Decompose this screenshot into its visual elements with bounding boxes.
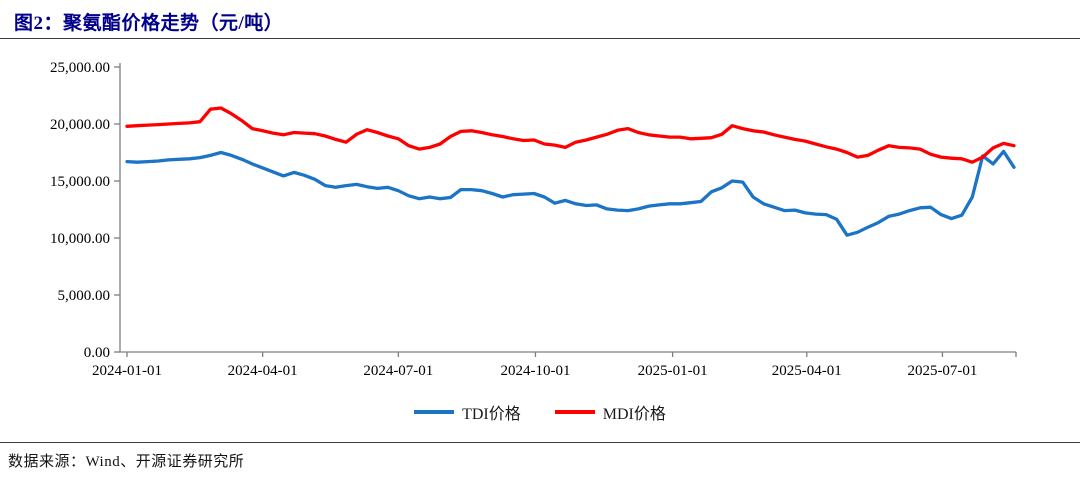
x-axis-tick-label: 2025-01-01 [638,363,708,379]
x-axis-tick-label: 2025-04-01 [772,363,842,379]
footer-divider [0,442,1080,443]
x-axis-tick-label: 2025-07-01 [907,363,977,379]
legend-item-tdi: TDI价格 [414,400,521,424]
y-axis-tick-label: 25,000.00 [50,60,110,76]
mdi-line-swatch [554,410,595,414]
figure-title: 图2：聚氨酯价格走势（元/吨） [14,13,284,34]
x-axis-tick-label: 2024-07-01 [363,363,433,379]
y-axis-tick-label: 10,000.00 [50,231,110,247]
legend-label-tdi: TDI价格 [462,406,521,423]
mdi-price-line [125,106,1016,164]
y-axis-tick-label: 5,000.00 [58,288,111,304]
y-axis-tick-label: 0.00 [84,345,110,361]
axis-lines [119,63,1016,353]
y-axis-tick-label: 20,000.00 [50,117,110,133]
tdi-line-swatch [414,410,455,414]
x-axis-tick-label: 2024-01-01 [92,363,162,379]
legend-item-mdi: MDI价格 [554,400,666,424]
tdi-price-line [125,149,1016,237]
data-source-note: 数据来源：Wind、开源证券研究所 [8,454,245,470]
price-line-chart: 0.00 5,000.00 10,000.00 15,000.00 20,000.00 2… [50,60,1017,379]
x-axis-tick-label: 2024-04-01 [228,363,298,379]
legend-label-mdi: MDI价格 [602,406,666,423]
x-axis-tick-label: 2024-10-01 [500,363,570,379]
y-axis-tick-label: 15,000.00 [50,174,110,190]
chart-legend: TDI价格 MDI价格 [0,400,1080,424]
title-divider [0,38,1080,39]
